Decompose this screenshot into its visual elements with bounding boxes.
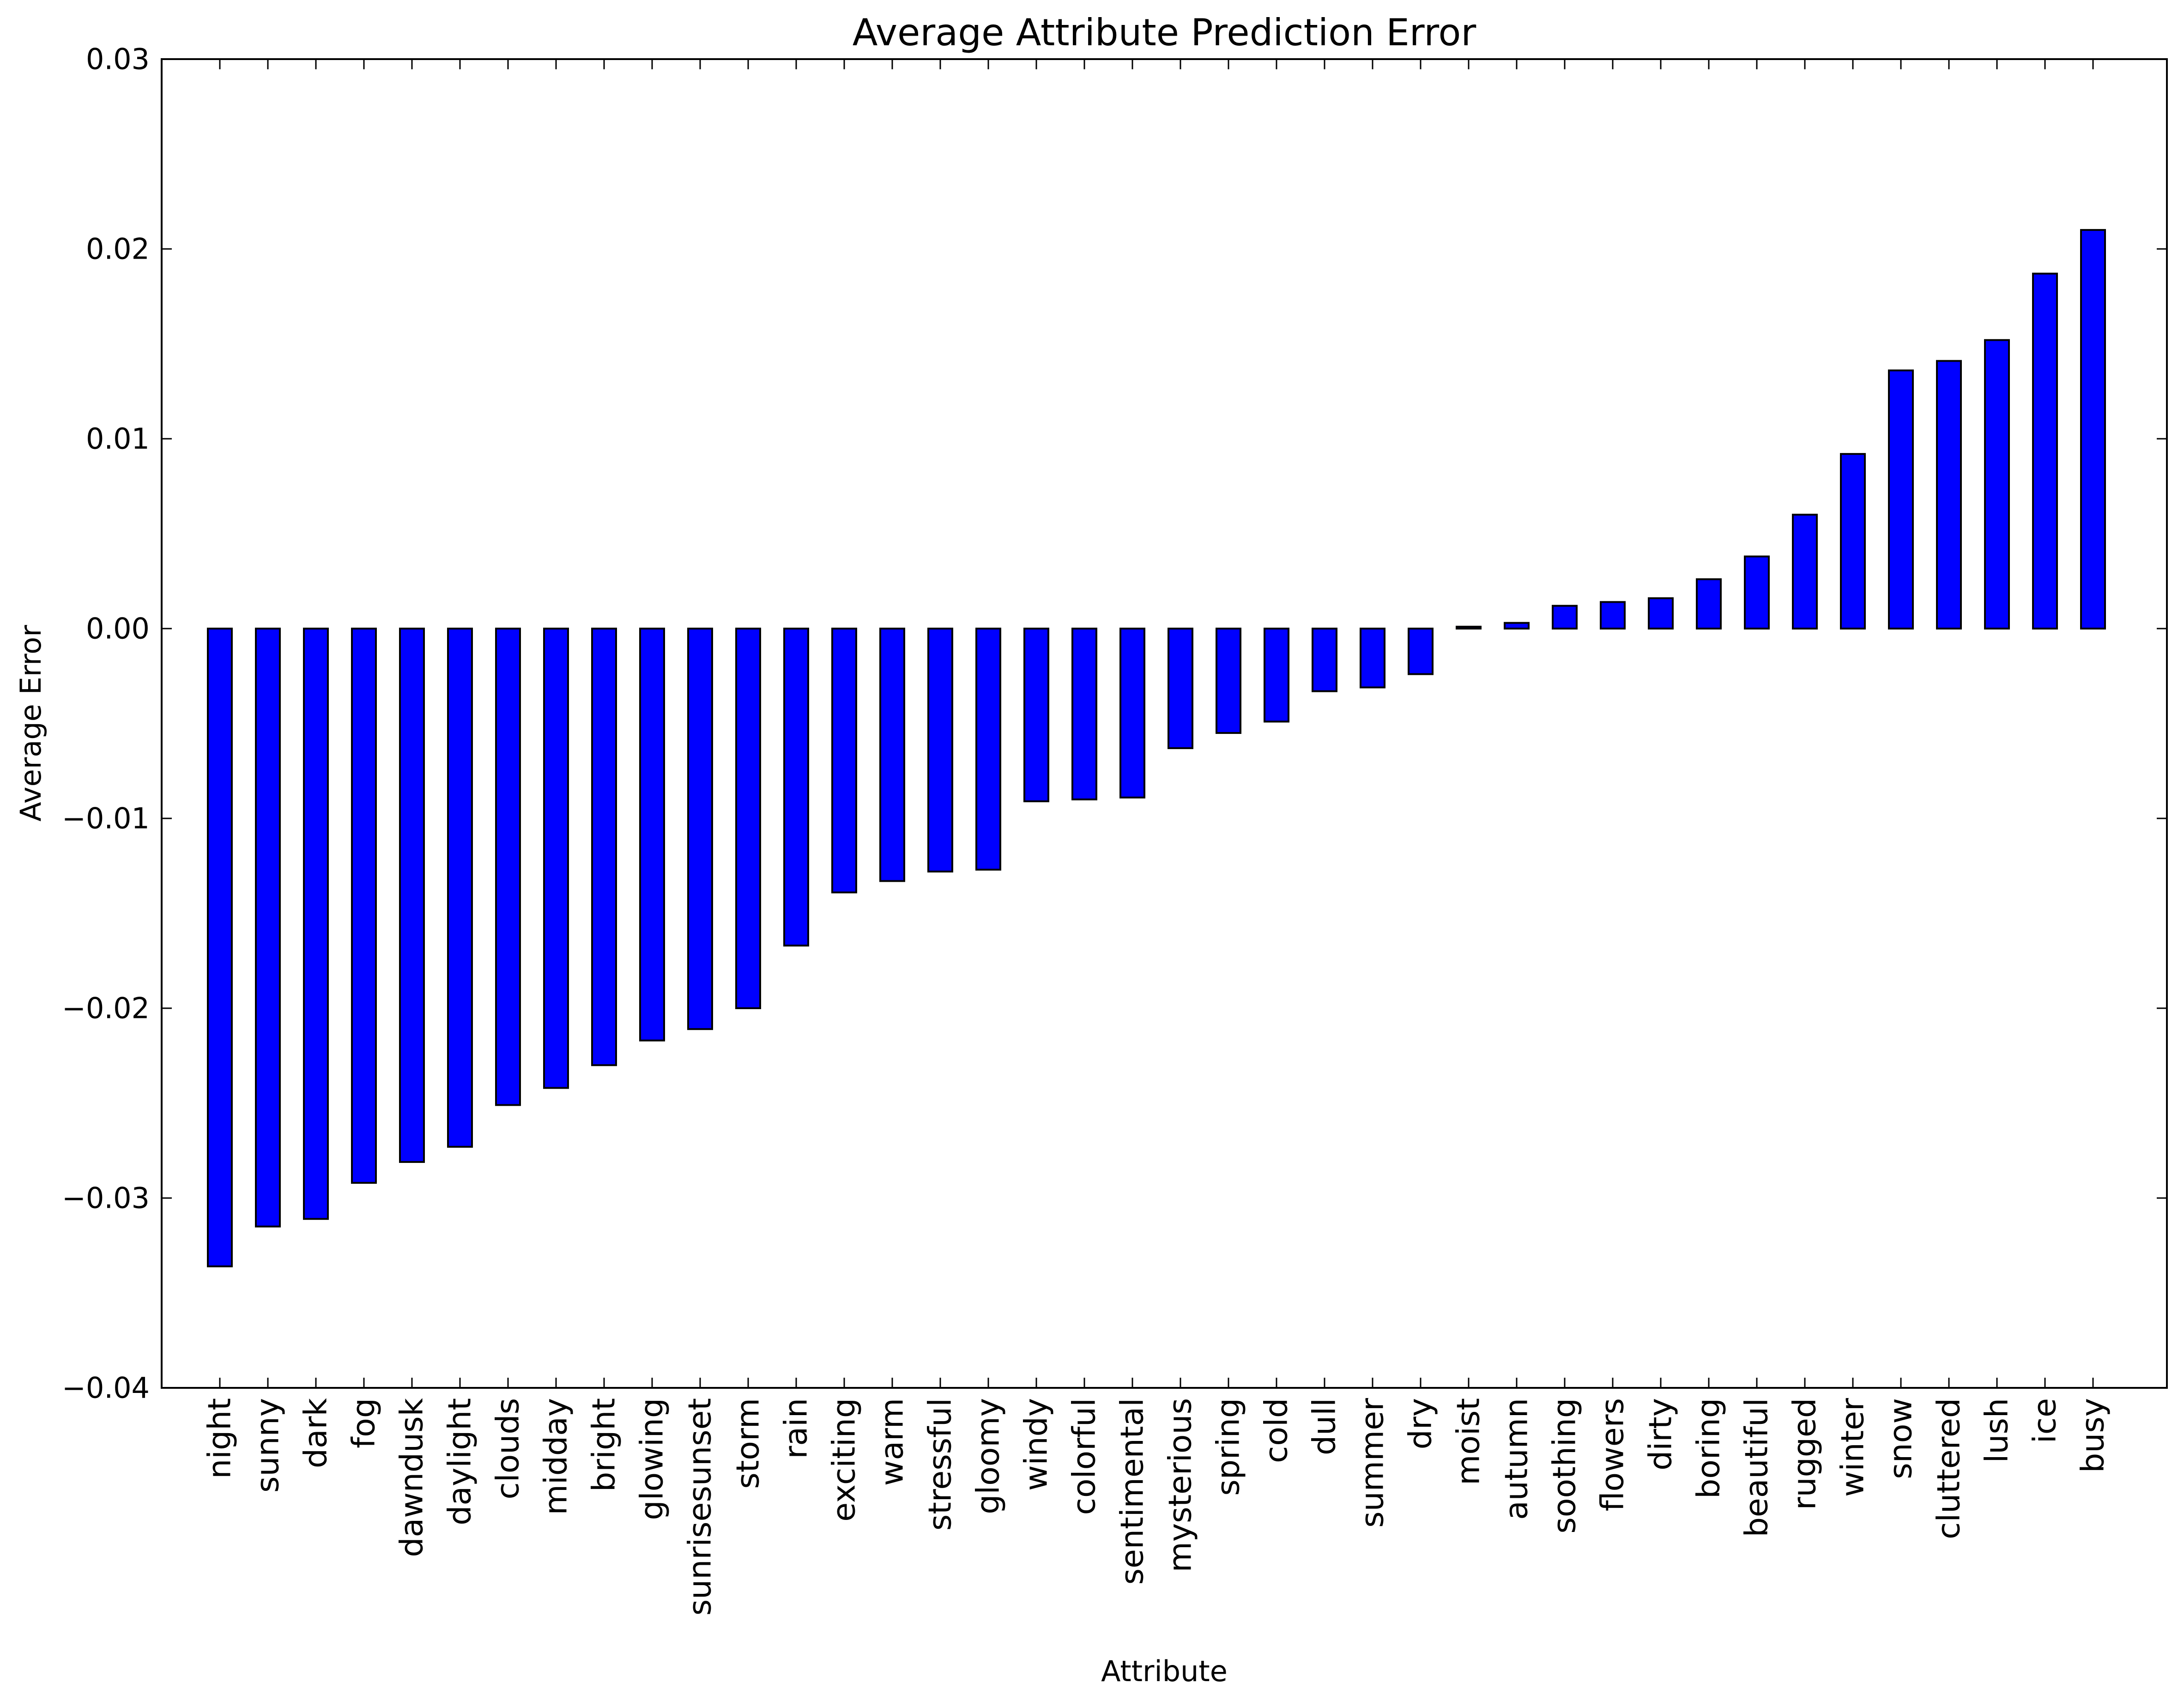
bar-storm — [735, 628, 761, 1009]
bar-dry — [1408, 628, 1434, 675]
bar-sentimental — [1119, 628, 1145, 799]
bar-dull — [1312, 628, 1337, 692]
x-tick-label: stressful — [922, 1398, 959, 1531]
x-tick-label: snow — [1883, 1398, 1919, 1479]
x-tick-label: spring — [1210, 1398, 1247, 1496]
x-tick-label: dark — [298, 1398, 334, 1468]
bar-daylight — [447, 628, 473, 1148]
x-tick-label: sentimental — [1114, 1398, 1151, 1585]
x-tick-label: fog — [346, 1398, 382, 1448]
x-tick-label: mysterious — [1162, 1398, 1199, 1572]
bar-summer — [1360, 628, 1385, 689]
x-tick-label: bright — [586, 1398, 623, 1492]
bar-spring — [1216, 628, 1241, 734]
bar-cold — [1264, 628, 1289, 723]
bar-snow — [1888, 369, 1914, 630]
x-tick-label: cluttered — [1931, 1398, 1967, 1539]
y-tick-label: 0.00 — [86, 612, 150, 646]
x-tick-label: dirty — [1643, 1398, 1679, 1471]
bar-sunny — [255, 628, 281, 1228]
bar-flowers — [1600, 601, 1626, 630]
bar-glowing — [639, 628, 665, 1041]
y-tick-label: −0.04 — [62, 1371, 150, 1405]
bar-clouds — [495, 628, 521, 1106]
bar-exciting — [831, 628, 857, 894]
x-tick-label: flowers — [1595, 1398, 1631, 1511]
bar-stressful — [927, 628, 953, 873]
x-tick-label: sunny — [250, 1398, 286, 1493]
x-tick-label: daylight — [442, 1398, 478, 1525]
x-tick-label: dull — [1307, 1398, 1343, 1455]
x-tick-label: exciting — [826, 1398, 863, 1522]
x-tick-label: moist — [1451, 1398, 1487, 1485]
x-tick-label: cold — [1258, 1398, 1295, 1463]
x-tick-label: windy — [1018, 1398, 1055, 1491]
x-tick-label: dawndusk — [394, 1398, 430, 1557]
bar-gloomy — [975, 628, 1001, 871]
bar-rugged — [1792, 514, 1818, 630]
x-tick-label: warm — [874, 1398, 911, 1486]
x-tick-label: clouds — [490, 1398, 526, 1500]
bar-colorful — [1071, 628, 1097, 800]
x-axis: night sunny dark fog dawndusk daylight clouds m… — [202, 59, 2111, 1616]
x-tick-label: rugged — [1787, 1398, 1823, 1510]
bar-ice — [2032, 272, 2058, 630]
x-tick-label: gloomy — [970, 1398, 1007, 1514]
bar-winter — [1840, 453, 1866, 630]
y-tick-label: −0.03 — [62, 1181, 150, 1215]
chart-title: Average Attribute Prediction Error — [853, 11, 1476, 54]
x-tick-label: autumn — [1499, 1398, 1535, 1520]
x-tick-label: storm — [730, 1398, 767, 1489]
x-tick-label: busy — [2075, 1398, 2111, 1473]
bar-beautiful — [1744, 555, 1770, 630]
x-tick-label: dry — [1403, 1398, 1439, 1449]
bar-moist — [1456, 625, 1482, 630]
x-tick-label: boring — [1691, 1398, 1727, 1499]
x-tick-label: lush — [1979, 1398, 2015, 1463]
bar-dark — [303, 628, 329, 1220]
bar-warm — [879, 628, 905, 882]
x-tick-label: sunrisesunset — [682, 1398, 719, 1616]
x-tick-label: summer — [1355, 1398, 1391, 1528]
x-tick-label: midday — [538, 1398, 575, 1515]
x-tick-label: night — [202, 1398, 238, 1479]
bar-busy — [2080, 229, 2106, 630]
bar-cluttered — [1936, 360, 1962, 630]
bar-mysterious — [1168, 628, 1193, 749]
x-tick-label: beautiful — [1739, 1398, 1775, 1537]
bar-dirty — [1648, 597, 1674, 630]
bar-night — [207, 628, 233, 1267]
bar-lush — [1984, 339, 2010, 630]
bar-dawndusk — [399, 628, 425, 1163]
bar-rain — [783, 628, 809, 947]
x-tick-label: colorful — [1066, 1398, 1103, 1515]
bar-sunrisesunset — [687, 628, 713, 1030]
bar-windy — [1023, 628, 1049, 803]
bar-boring — [1696, 578, 1722, 630]
x-tick-label: ice — [2027, 1398, 2063, 1443]
y-axis: −0.04 −0.03 −0.02 −0.01 0.00 0.01 0.02 0.03 — [62, 42, 2167, 1405]
y-tick-label: 0.03 — [86, 42, 150, 76]
y-tick-label: −0.01 — [62, 802, 150, 835]
x-axis-title: Attribute — [1101, 1654, 1228, 1688]
y-tick-label: 0.02 — [86, 232, 150, 266]
bar-autumn — [1504, 622, 1530, 630]
bars-group — [207, 229, 2106, 1267]
y-tick-label: −0.02 — [62, 992, 150, 1025]
bar-soothing — [1552, 605, 1578, 630]
x-tick-label: rain — [778, 1398, 815, 1459]
y-tick-label: 0.01 — [86, 422, 150, 456]
bar-fog — [351, 628, 377, 1184]
x-tick-label: glowing — [634, 1398, 671, 1520]
bar-bright — [591, 628, 617, 1066]
x-tick-label: soothing — [1547, 1398, 1583, 1534]
plot-frame — [161, 58, 2168, 1389]
x-tick-label: winter — [1835, 1398, 1871, 1497]
y-axis-title: Average Error — [14, 625, 48, 822]
bar-midday — [543, 628, 569, 1089]
